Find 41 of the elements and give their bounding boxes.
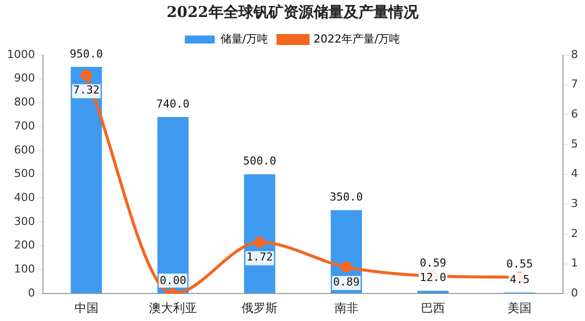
data-label: 0.55 [506, 258, 533, 271]
legend-label: 储量/万吨 [220, 32, 268, 46]
y-tick-label: 500 [14, 167, 35, 180]
legend-label: 2022年产量/万吨 [314, 32, 400, 46]
y-tick-label: 1000 [6, 48, 35, 61]
y2-tick-label: 3 [571, 196, 578, 210]
chart-title: 2022年全球钒矿资源储量及产量情况 [166, 2, 420, 23]
y2-tick-label: 8 [571, 48, 578, 61]
y2-tick-label: 4 [571, 167, 578, 180]
y2-tick-label: 7 [571, 78, 578, 91]
data-label: 740.0 [156, 97, 190, 110]
y2-tick-label: 2 [571, 226, 578, 240]
y2-tick-label: 0 [571, 286, 578, 300]
y-tick-label: 400 [14, 191, 35, 204]
data-label: 0.00 [160, 274, 186, 287]
x-tick-label: 中国 [74, 300, 98, 315]
x-tick-label: 俄罗斯 [242, 300, 278, 315]
y-tick-label: 0 [28, 286, 35, 300]
x-tick-label: 澳大利亚 [148, 300, 197, 315]
y2-tick-label: 5 [571, 137, 578, 150]
y-tick-label: 300 [14, 214, 35, 228]
data-label: 4.5 [510, 272, 530, 286]
data-label: 500.0 [243, 154, 276, 168]
data-label: 0.59 [420, 256, 446, 270]
y-tick-label: 200 [14, 238, 35, 252]
data-label: 1.72 [246, 250, 273, 264]
data-label: 7.32 [73, 84, 100, 97]
y2-tick-label: 6 [571, 108, 578, 121]
data-label: 0.89 [333, 275, 360, 288]
x-tick-label: 南非 [334, 300, 358, 315]
data-label: 950.0 [70, 47, 103, 60]
y-tick-label: 100 [14, 262, 35, 276]
y2-tick-label: 1 [571, 256, 578, 270]
x-tick-label: 美国 [508, 300, 532, 315]
y-tick-label: 600 [14, 143, 35, 156]
data-label: 12.0 [420, 271, 446, 284]
y-tick-label: 900 [14, 72, 35, 85]
x-tick-label: 巴西 [421, 300, 445, 315]
data-label: 350.0 [330, 190, 363, 204]
y-tick-label: 700 [14, 119, 35, 132]
y-tick-label: 800 [14, 96, 35, 109]
